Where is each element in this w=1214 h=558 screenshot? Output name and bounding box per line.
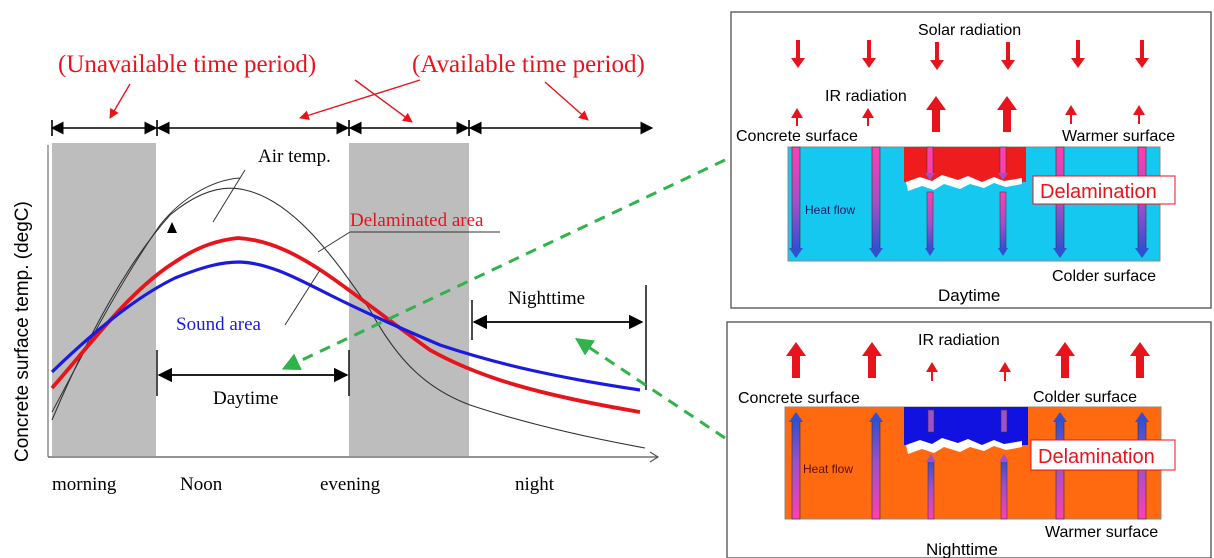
day-caption: Daytime [938, 286, 1000, 305]
green-connectors [281, 158, 726, 440]
air-temp-label: Air temp. [258, 146, 331, 167]
night-heat-flow: Heat flow [803, 462, 853, 476]
night-caption: Nighttime [926, 540, 998, 558]
air-temp-curve [51, 187, 646, 449]
nighttime-panel: IR radiation Concrete surface Colder sur… [726, 321, 1212, 558]
delaminated-curve [50, 236, 641, 414]
day-heat-flow: Heat flow [805, 203, 855, 217]
header-pointers [109, 79, 589, 123]
air-temp-curve-thin [51, 177, 241, 413]
sound-label: Sound area [176, 314, 262, 335]
day-ir-arrows [791, 96, 1145, 132]
daytime-panel: Solar radiation IR radiation Concrete su… [730, 11, 1212, 309]
x-label-morning: morning [52, 474, 117, 495]
night-delamination-label: Delamination [1038, 446, 1155, 468]
evening-band [349, 143, 469, 456]
x-label-night: night [515, 474, 555, 495]
y-axis-label: Concrete surface temp. (degC) [12, 201, 33, 462]
night-delam-zone [904, 407, 1028, 445]
solar-arrows [791, 40, 1149, 70]
period-arrows [50, 120, 654, 136]
header-unavailable: (Unavailable time period) [58, 51, 316, 78]
nighttime-span-label: Nighttime [508, 288, 585, 309]
x-label-noon: Noon [180, 474, 223, 495]
x-label-evening: evening [320, 474, 381, 495]
day-warmer-surface: Warmer surface [1062, 128, 1175, 145]
day-solar-label: Solar radiation [918, 22, 1021, 39]
day-colder-surface: Colder surface [1052, 268, 1156, 285]
night-concrete-surface: Concrete surface [738, 390, 860, 407]
day-delam-zone [904, 147, 1026, 182]
night-ir-arrows [786, 342, 1150, 381]
day-concrete-surface: Concrete surface [736, 128, 858, 145]
night-warmer-surface: Warmer surface [1045, 524, 1158, 541]
header-available: (Available time period) [412, 51, 645, 78]
day-delamination-label: Delamination [1040, 181, 1157, 203]
daytime-span-label: Daytime [213, 388, 278, 409]
night-ir-label: IR radiation [918, 332, 1000, 349]
day-ir-label: IR radiation [825, 88, 907, 105]
delaminated-label: Delaminated area [350, 210, 484, 231]
sound-curve [50, 260, 641, 392]
night-colder-surface: Colder surface [1033, 389, 1137, 406]
left-chart: (Unavailable time period) (Available tim… [12, 51, 660, 495]
